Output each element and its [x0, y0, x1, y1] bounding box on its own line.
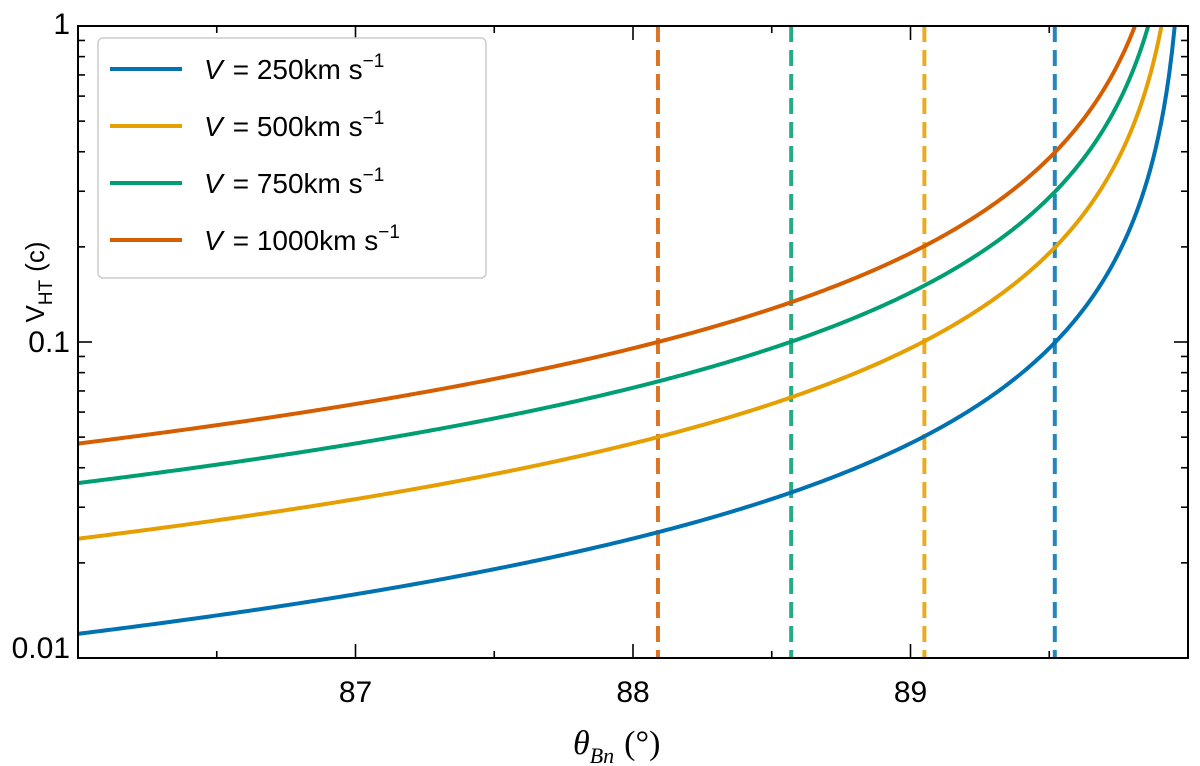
legend-box	[97, 37, 487, 279]
x-axis-label: θBn (°)	[573, 725, 660, 766]
series-line	[77, 25, 1177, 636]
legend: V = 250km s−1 V = 500km s−1 V = 750km s−1 V = 1…	[97, 37, 487, 279]
y-axis-label: VHT(c)	[20, 242, 57, 323]
series-line	[77, 25, 1151, 486]
legend-label: V = 500km s−1	[204, 108, 384, 142]
x-tick-label: 89	[894, 676, 927, 709]
series-lines	[77, 25, 1177, 636]
legend-label: V = 750km s−1	[204, 165, 384, 199]
series-line	[77, 25, 1137, 446]
legend-label: V = 1000km s−1	[204, 222, 400, 256]
y-tick-label: 1	[53, 8, 70, 41]
legend-label: V = 250km s−1	[204, 51, 384, 85]
x-tick-label: 87	[339, 676, 372, 709]
reference-lines	[655, 26, 1057, 658]
series-line	[77, 25, 1164, 541]
y-tick-label: 0.01	[12, 632, 70, 665]
x-tick-label: 88	[616, 676, 649, 709]
axis-ticks: 87 88 89 0.01 0.1 1	[12, 8, 1188, 709]
y-tick-label: 0.1	[28, 326, 70, 359]
